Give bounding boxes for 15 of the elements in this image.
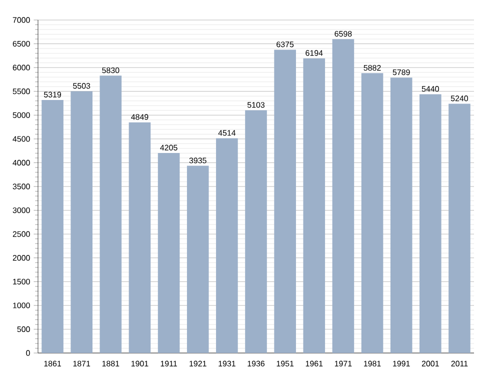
bar (361, 73, 384, 353)
bar (42, 100, 64, 353)
bar (303, 58, 326, 353)
bar (420, 94, 442, 353)
bar (216, 138, 238, 353)
bar (332, 39, 354, 353)
bar (158, 152, 180, 353)
bar (448, 104, 470, 353)
bar (274, 50, 296, 353)
bar (128, 122, 151, 353)
bar (186, 166, 209, 353)
bar (100, 76, 122, 353)
bar (70, 91, 92, 353)
bar (245, 110, 267, 353)
bar (390, 78, 412, 353)
